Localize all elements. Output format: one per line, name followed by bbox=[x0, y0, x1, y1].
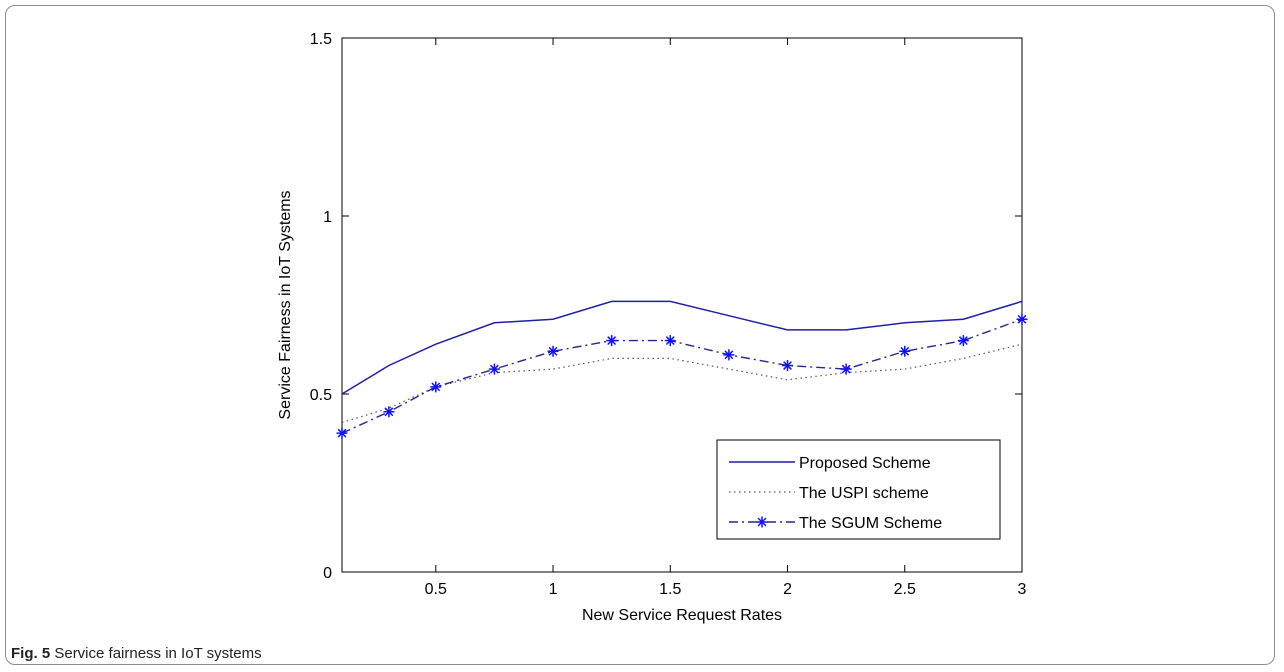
y-tick-label: 0.5 bbox=[310, 387, 332, 404]
star-marker-stroke bbox=[384, 407, 394, 417]
series-3-point bbox=[957, 335, 969, 347]
star-marker-stroke bbox=[757, 517, 767, 527]
series-3-point bbox=[899, 345, 911, 357]
x-tick-label: 2.5 bbox=[894, 581, 916, 598]
x-tick-label: 1 bbox=[549, 581, 558, 598]
series-3-point bbox=[336, 427, 348, 439]
legend-label-1: Proposed Scheme bbox=[799, 455, 931, 472]
y-tick-label: 0 bbox=[323, 565, 332, 582]
y-axis-label: Service Fairness in IoT Systems bbox=[277, 190, 294, 419]
star-marker-stroke bbox=[841, 364, 851, 374]
x-axis-label: New Service Request Rates bbox=[582, 607, 782, 624]
series-3-point bbox=[430, 381, 442, 393]
x-tick-label: 1.5 bbox=[659, 581, 681, 598]
series-3-point bbox=[664, 335, 676, 347]
x-tick-label: 3 bbox=[1018, 581, 1027, 598]
star-marker-stroke bbox=[900, 346, 910, 356]
star-marker-stroke bbox=[1017, 314, 1027, 324]
series-3-point bbox=[383, 406, 395, 418]
y-tick-label: 1 bbox=[323, 209, 332, 226]
figure-caption-text: Service fairness in IoT systems bbox=[54, 645, 262, 662]
y-tick-label: 1.5 bbox=[310, 31, 332, 48]
star-marker-stroke bbox=[724, 350, 734, 360]
legend-star-marker bbox=[756, 516, 768, 528]
series-3-point bbox=[782, 360, 794, 372]
star-marker-stroke bbox=[665, 336, 675, 346]
legend-label-2: The USPI scheme bbox=[799, 485, 929, 502]
series-3-point bbox=[606, 335, 618, 347]
star-marker-stroke bbox=[607, 336, 617, 346]
figure-caption: Fig. 5 Service fairness in IoT systems bbox=[11, 645, 262, 662]
star-marker-stroke bbox=[431, 382, 441, 392]
star-marker-stroke bbox=[548, 346, 558, 356]
series-3-point bbox=[1016, 313, 1028, 325]
star-marker-stroke bbox=[783, 361, 792, 370]
star-marker-stroke bbox=[337, 428, 347, 438]
star-marker-stroke bbox=[958, 336, 968, 346]
figure-number: Fig. 5 bbox=[11, 645, 51, 662]
x-tick-label: 0.5 bbox=[425, 581, 447, 598]
series-3-point bbox=[840, 363, 852, 375]
series-3-point bbox=[547, 345, 559, 357]
legend-label-3: The SGUM Scheme bbox=[799, 515, 942, 532]
series-3-point bbox=[723, 349, 735, 361]
x-tick-label: 2 bbox=[783, 581, 792, 598]
series-3-point bbox=[488, 363, 500, 375]
star-marker-stroke bbox=[489, 364, 499, 374]
series-line-1 bbox=[341, 300, 1023, 395]
